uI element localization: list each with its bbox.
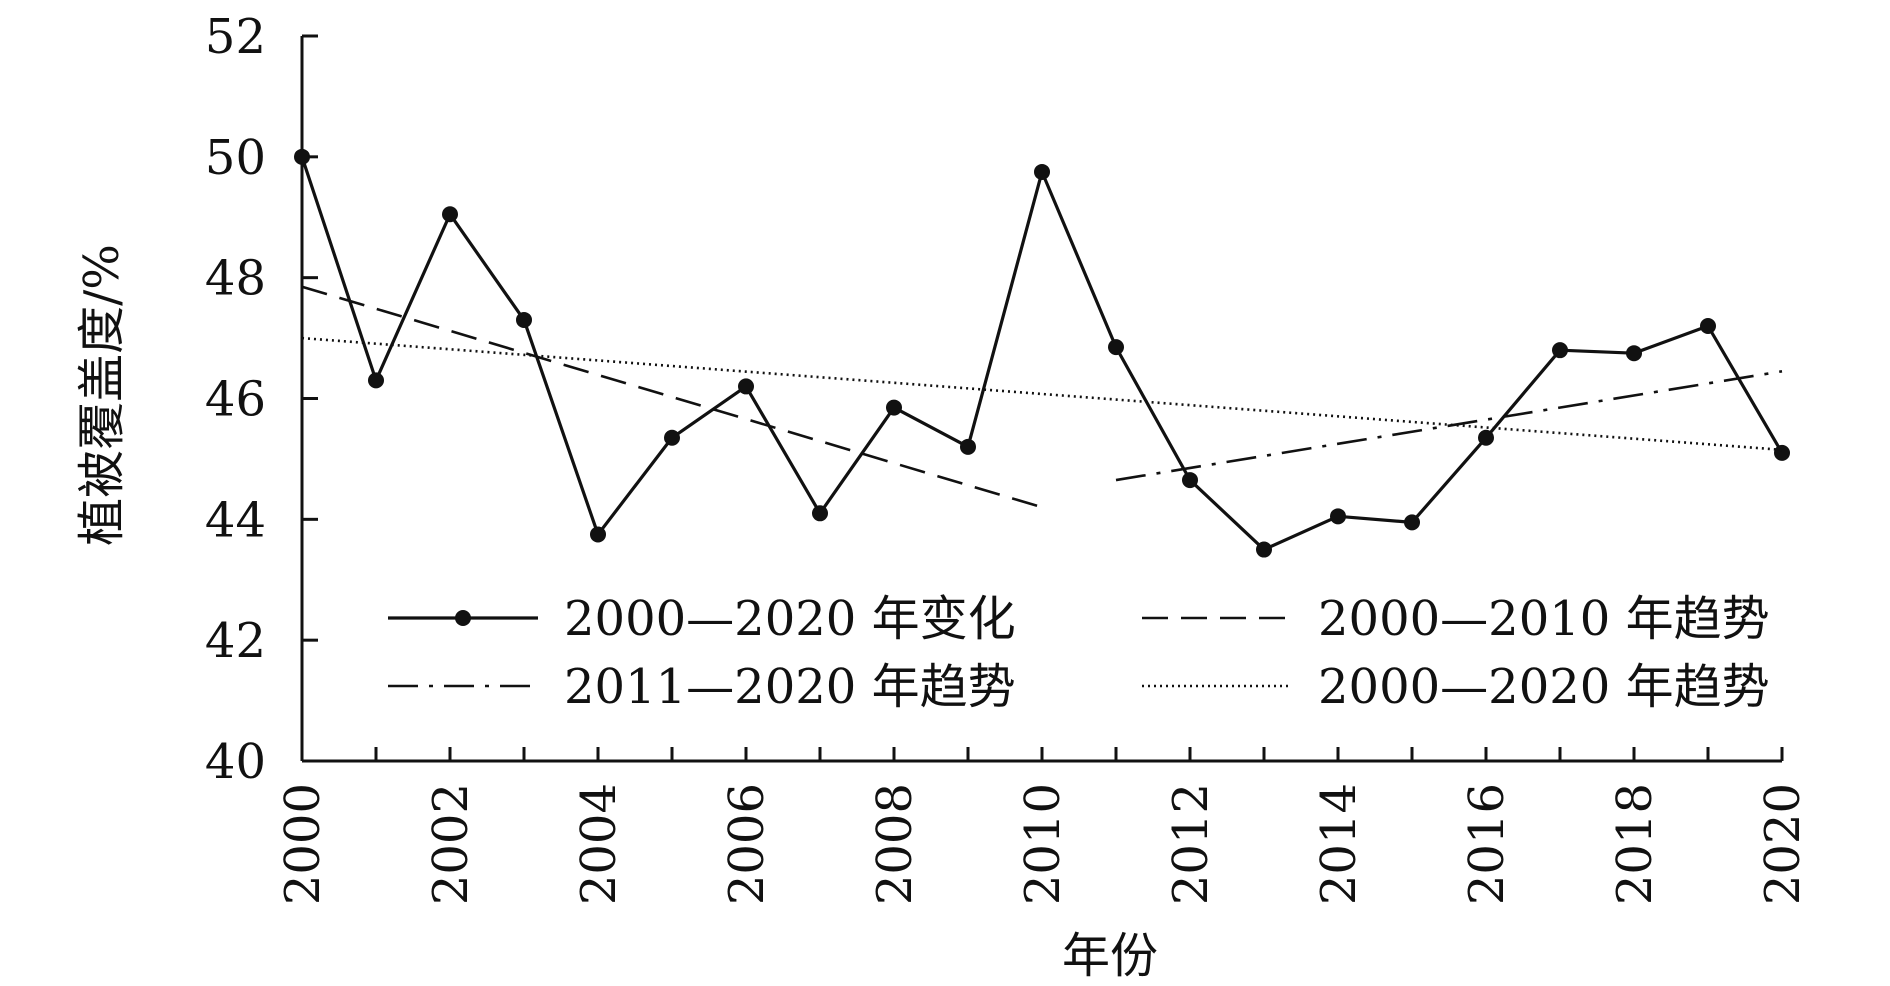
x-tick-label: 2010 xyxy=(1015,783,1071,905)
series-line-2 xyxy=(1115,370,1783,482)
x-tick-label: 2014 xyxy=(1311,783,1367,905)
y-axis-title: 植被覆盖度/% xyxy=(74,244,130,546)
data-point xyxy=(738,378,754,395)
legend-label-3: 2000—2020 年趋势 xyxy=(1318,659,1770,715)
legend: 2000—2020 年变化 2000—2010 年趋势 2011—2020 年趋势 2… xyxy=(388,591,1770,715)
y-tick-label: 50 xyxy=(205,130,266,186)
data-point xyxy=(886,399,902,416)
legend-label-1: 2000—2010 年趋势 xyxy=(1318,591,1770,647)
data-point xyxy=(1182,472,1198,489)
y-tick-label: 42 xyxy=(205,613,266,669)
y-tick-label: 52 xyxy=(205,9,266,65)
x-tick-label: 2018 xyxy=(1607,783,1663,905)
data-point xyxy=(516,311,532,328)
x-tick-label: 2016 xyxy=(1459,783,1515,905)
data-point xyxy=(1256,541,1272,558)
x-tick-label: 2020 xyxy=(1755,783,1811,905)
y-tick-label: 44 xyxy=(205,492,266,548)
data-point xyxy=(590,526,606,543)
data-point xyxy=(1034,163,1050,180)
x-axis-title: 年份 xyxy=(1062,928,1158,984)
legend-label-2: 2011—2020 年趋势 xyxy=(564,659,1016,715)
data-point xyxy=(1626,345,1642,362)
data-point xyxy=(368,372,384,389)
data-point xyxy=(812,505,828,522)
data-point xyxy=(1330,508,1346,525)
data-point xyxy=(1552,342,1568,359)
data-point xyxy=(1700,318,1716,334)
x-tick-label: 2008 xyxy=(867,783,923,905)
x-tick-label: 2002 xyxy=(423,783,479,905)
data-point xyxy=(442,206,458,223)
x-tick-label: 2000 xyxy=(275,783,331,905)
data-point xyxy=(1774,444,1790,461)
legend-label-0: 2000—2020 年变化 xyxy=(564,591,1016,647)
data-point xyxy=(294,148,310,165)
x-axis: 2000 2002 2004 2006 2008 2010 2012 2014 2016 2018… xyxy=(275,747,1811,905)
y-tick-label: 48 xyxy=(205,251,266,307)
x-tick-label: 2006 xyxy=(719,783,775,905)
x-tick-label: 2004 xyxy=(571,783,627,905)
data-point xyxy=(1108,339,1124,356)
data-point xyxy=(664,429,680,446)
y-axis: 40 42 44 46 48 50 52 xyxy=(205,9,318,790)
legend-marker xyxy=(455,610,471,626)
series-line-1 xyxy=(301,285,1043,509)
data-point xyxy=(960,438,976,455)
x-tick-label: 2012 xyxy=(1163,783,1219,905)
data-point xyxy=(1478,429,1494,446)
y-tick-label: 46 xyxy=(205,372,266,428)
data-point xyxy=(1404,514,1420,531)
series-layer xyxy=(294,148,1790,558)
y-tick-label: 40 xyxy=(205,734,266,790)
series-line-3 xyxy=(301,336,1783,452)
